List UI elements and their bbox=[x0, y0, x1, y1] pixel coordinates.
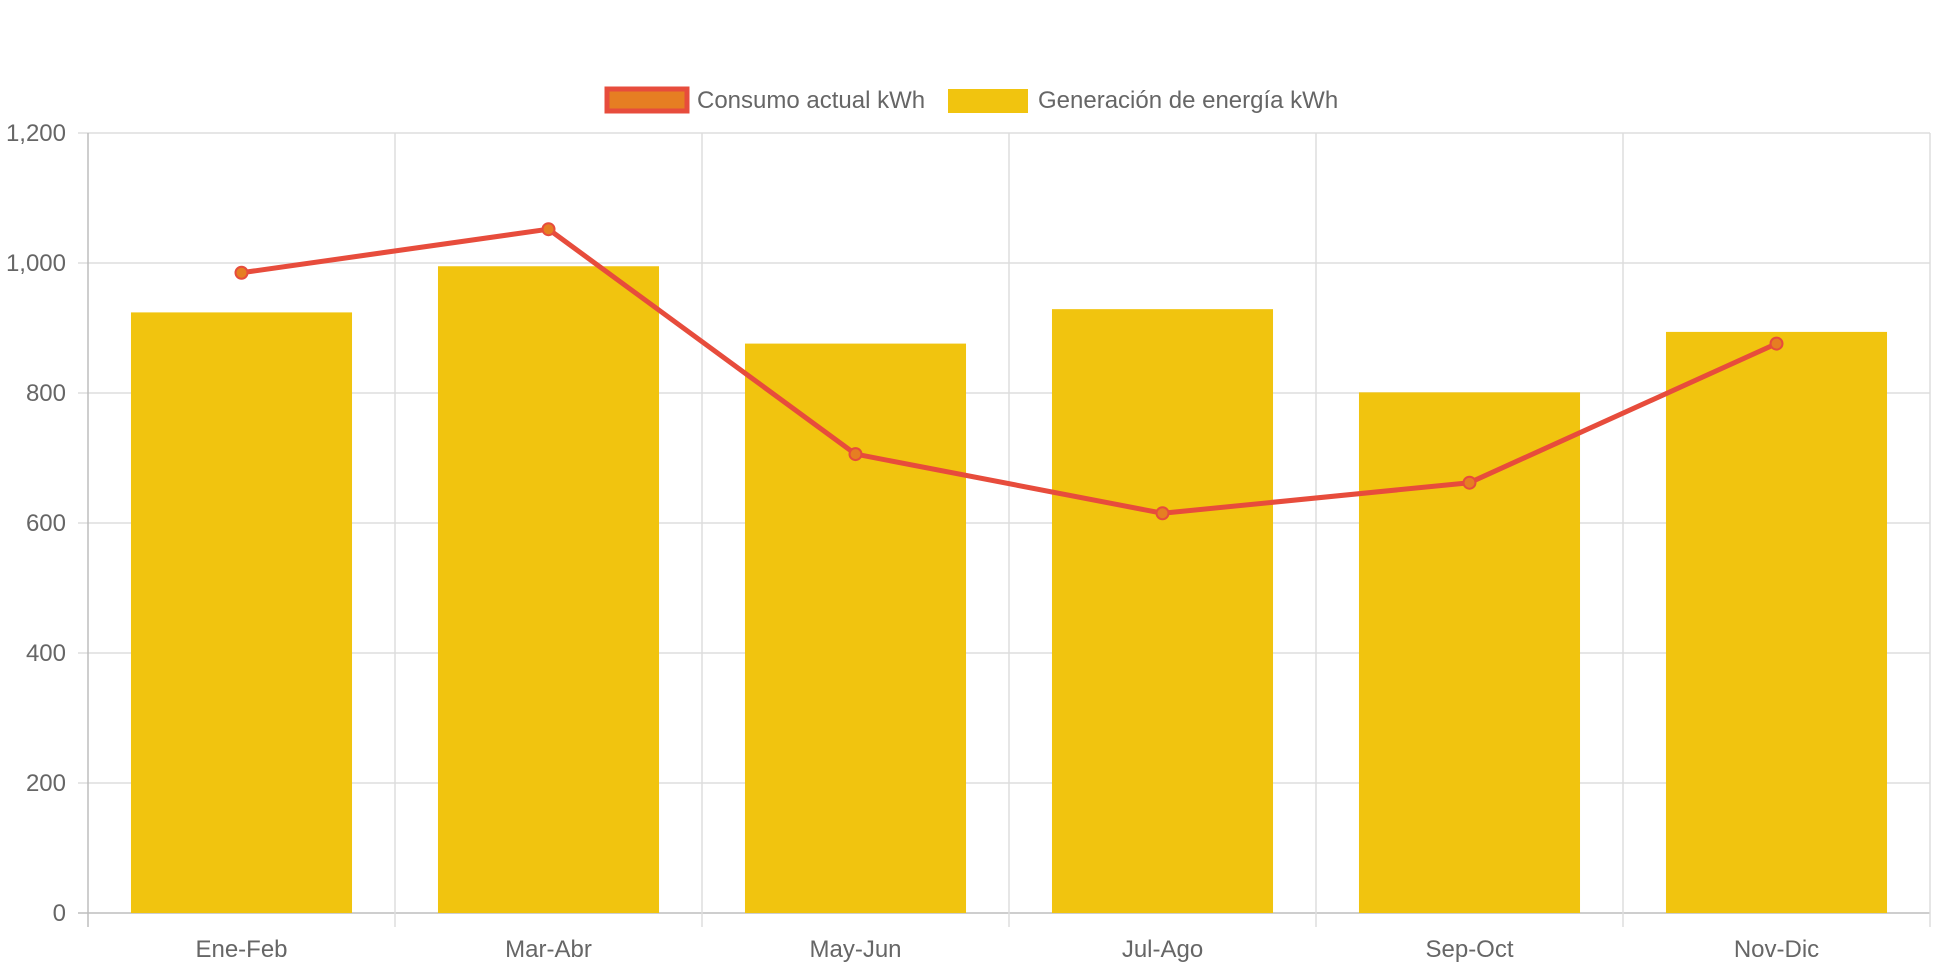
legend-swatch-consumo[interactable] bbox=[604, 86, 690, 114]
point-consumo[interactable] bbox=[1155, 506, 1170, 521]
y-tick-label: 200 bbox=[26, 770, 66, 797]
x-tick-label: Mar-Abr bbox=[505, 936, 592, 963]
point-consumo[interactable] bbox=[541, 222, 556, 237]
point-consumo[interactable] bbox=[848, 447, 863, 462]
point-consumo[interactable] bbox=[1769, 336, 1784, 351]
bar-series bbox=[130, 266, 1888, 914]
line-consumo bbox=[241, 226, 1778, 516]
x-tick-label: Sep-Oct bbox=[1425, 936, 1513, 963]
bar-generacion[interactable] bbox=[1358, 392, 1581, 914]
y-tick-label: 1,000 bbox=[6, 250, 66, 277]
x-tick-label: May-Jun bbox=[809, 936, 901, 963]
bar-generacion[interactable] bbox=[1665, 331, 1888, 913]
legend-swatch-generacion[interactable] bbox=[948, 89, 1028, 113]
x-tick-label: Nov-Dic bbox=[1734, 936, 1819, 963]
point-consumo[interactable] bbox=[1462, 475, 1477, 490]
legend-label-consumo[interactable]: Consumo actual kWh bbox=[697, 87, 925, 114]
point-consumo[interactable] bbox=[234, 265, 249, 280]
y-axis: 0 200 400 600 800 1,000 1,200 bbox=[6, 120, 66, 927]
bar-generacion[interactable] bbox=[437, 266, 660, 913]
bar-generacion[interactable] bbox=[1051, 309, 1274, 913]
x-tick-label: Jul-Ago bbox=[1122, 936, 1203, 963]
grid-lines bbox=[78, 132, 1931, 927]
x-axis: Ene-Feb Mar-Abr May-Jun Jul-Ago Sep-Oct Nov-D… bbox=[195, 936, 1819, 963]
line-series bbox=[234, 222, 1784, 521]
y-tick-label: 600 bbox=[26, 510, 66, 537]
y-tick-label: 800 bbox=[26, 380, 66, 407]
legend-label-generacion[interactable]: Generación de energía kWh bbox=[1038, 87, 1338, 114]
y-tick-label: 400 bbox=[26, 640, 66, 667]
x-tick-label: Ene-Feb bbox=[195, 936, 287, 963]
y-tick-label: 0 bbox=[53, 900, 66, 927]
bar-generacion[interactable] bbox=[744, 343, 967, 914]
bar-generacion[interactable] bbox=[130, 312, 353, 913]
legend: Consumo actual kWh Generación de energía… bbox=[604, 86, 1338, 114]
y-tick-label: 1,200 bbox=[6, 120, 66, 147]
